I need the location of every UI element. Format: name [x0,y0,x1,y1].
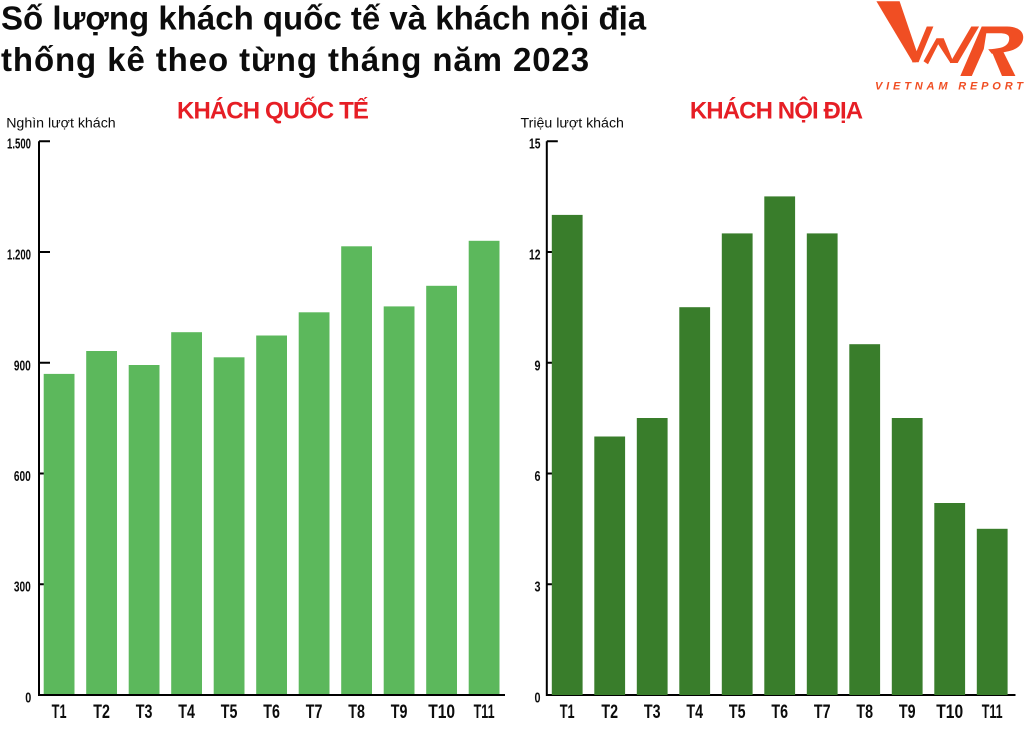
svg-text:Số lượng khách quốc tế và khác: Số lượng khách quốc tế và khách nội địa [1,0,647,37]
svg-text:T3: T3 [136,701,153,722]
svg-text:KHÁCH NỘI ĐỊA: KHÁCH NỘI ĐỊA [690,97,863,125]
svg-text:T3: T3 [644,701,661,722]
svg-text:15: 15 [529,135,541,152]
svg-text:T6: T6 [263,701,280,722]
svg-text:3: 3 [534,578,540,595]
svg-text:T5: T5 [221,701,238,722]
svg-text:T11: T11 [474,701,495,722]
svg-text:T4: T4 [686,701,703,722]
svg-text:T5: T5 [729,701,746,722]
svg-text:T1: T1 [560,702,575,723]
svg-text:1.200: 1.200 [7,246,31,263]
svg-text:T9: T9 [391,701,408,722]
svg-text:T2: T2 [601,701,618,722]
svg-text:thống kê theo từng tháng năm 2: thống kê theo từng tháng năm 2023 [1,41,590,78]
svg-text:T8: T8 [856,701,873,722]
svg-text:T2: T2 [93,701,110,722]
svg-text:T9: T9 [899,701,916,722]
svg-text:T8: T8 [348,701,365,722]
svg-text:300: 300 [14,578,31,596]
svg-text:T7: T7 [814,701,831,722]
svg-text:Triệu lượt khách: Triệu lượt khách [521,116,624,132]
svg-text:T11: T11 [982,701,1003,722]
svg-text:12: 12 [529,246,541,263]
svg-text:T10: T10 [936,701,963,723]
svg-text:T7: T7 [306,701,323,722]
svg-text:1.500: 1.500 [7,136,31,153]
svg-text:T6: T6 [771,701,788,722]
svg-text:0: 0 [534,689,540,706]
svg-text:KHÁCH QUỐC TẾ: KHÁCH QUỐC TẾ [177,97,369,125]
svg-text:0: 0 [25,689,31,706]
svg-text:6: 6 [534,467,540,484]
svg-text:600: 600 [14,467,31,485]
svg-text:9: 9 [534,357,540,374]
svg-text:T10: T10 [428,701,455,723]
svg-text:Nghìn lượt khách: Nghìn lượt khách [6,116,116,132]
svg-text:900: 900 [14,356,31,374]
svg-text:T1: T1 [52,702,67,723]
svg-text:T4: T4 [178,701,195,722]
